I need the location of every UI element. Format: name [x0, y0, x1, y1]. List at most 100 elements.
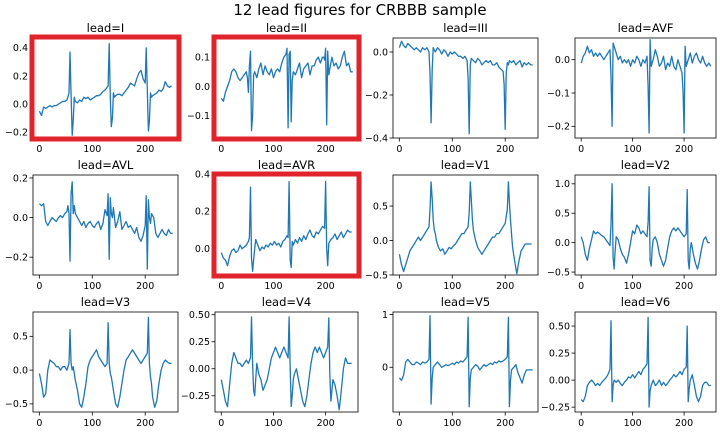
- highlight-box: [29, 34, 182, 142]
- ecg-trace: [220, 180, 352, 272]
- ecg-trace: [38, 316, 172, 408]
- panel-title: lead=III: [443, 21, 487, 35]
- axes-frame: [392, 311, 539, 413]
- x-tick-label: 200: [675, 418, 693, 429]
- x-tick-label: 0: [36, 281, 42, 292]
- x-tick-label: 100: [624, 281, 642, 292]
- y-tick-label: 0.25: [549, 348, 570, 359]
- y-tick-label: −0.5: [547, 267, 570, 278]
- lead-panel: 0 100 200 −0.2 0.0 0.2 lead=AVL: [5, 158, 179, 292]
- axes-frame: [574, 311, 717, 413]
- x-tick-label: 0: [396, 144, 402, 155]
- x-tick-label: 100: [624, 418, 642, 429]
- x-tick-label: 200: [317, 144, 335, 155]
- x-tick-label: 100: [443, 144, 461, 155]
- lead-panel: 0 100 200 0 1 lead=V5: [382, 295, 539, 429]
- y-tick-label: 0: [382, 363, 388, 374]
- x-tick-label: 200: [496, 144, 514, 155]
- axes-frame: [574, 37, 717, 139]
- axes-frame: [214, 311, 359, 413]
- y-tick-label: −0.2: [547, 122, 570, 133]
- y-tick-label: 0.25: [189, 337, 210, 348]
- panel-title: lead=V4: [262, 295, 311, 309]
- y-tick-label: 0.4: [13, 43, 28, 54]
- y-tick-label: 0.0: [373, 236, 388, 247]
- lead-panel: 0 100 200 −0.25 0.00 0.25 0.50 lead=V4: [181, 295, 359, 429]
- ecg-trace: [220, 47, 353, 132]
- x-tick-label: 200: [136, 418, 154, 429]
- ecg-trace: [38, 181, 173, 270]
- y-tick-label: 0.0: [195, 244, 210, 255]
- lead-panel: 0 100 200 0.0 0.2 0.4 lead=AVR: [195, 158, 362, 292]
- lead-panel: 0 100 200 −0.25 0.00 0.25 0.50 lead=V6: [541, 295, 717, 429]
- highlight-box: [211, 171, 362, 279]
- panel-title: lead=II: [266, 21, 307, 35]
- y-tick-label: 0.2: [195, 207, 210, 218]
- x-tick-label: 0: [396, 418, 402, 429]
- y-tick-label: −0.2: [365, 90, 388, 101]
- x-tick-label: 100: [264, 281, 282, 292]
- ecg-trace: [220, 316, 352, 411]
- ecg-trace: [580, 183, 710, 270]
- x-tick-label: 200: [136, 281, 154, 292]
- y-tick-label: 1: [382, 310, 388, 321]
- lead-panel: 0 100 200 −0.5 0.0 0.5 lead=V1: [365, 158, 539, 292]
- y-tick-label: 0.5: [373, 201, 388, 212]
- lead-panel: 0 100 200 −0.1 0.0 0.1 lead=II: [187, 21, 362, 155]
- x-tick-label: 200: [496, 418, 514, 429]
- x-tick-label: 0: [36, 418, 42, 429]
- panel-title: lead=V1: [441, 158, 490, 172]
- y-tick-label: 0.5: [13, 332, 28, 343]
- y-tick-label: 0.00: [549, 375, 570, 386]
- ecg-trace: [398, 40, 533, 135]
- axes-frame: [214, 174, 359, 276]
- y-tick-label: −0.25: [541, 402, 570, 413]
- panel-title: lead=V6: [621, 295, 670, 309]
- x-tick-label: 200: [675, 281, 693, 292]
- x-tick-label: 200: [496, 281, 514, 292]
- lead-panel: 0 100 200 −0.5 0.0 0.5 lead=V3: [5, 295, 179, 429]
- y-tick-label: −0.4: [365, 133, 388, 144]
- y-tick-label: −0.5: [365, 270, 388, 281]
- x-tick-label: 200: [317, 418, 335, 429]
- y-tick-label: 0.0: [195, 82, 210, 93]
- x-tick-label: 0: [218, 144, 224, 155]
- lead-panel: 0 100 200 −0.5 0.0 0.5 1.0 lead=V2: [547, 158, 717, 292]
- highlight-box: [211, 34, 362, 142]
- x-tick-label: 0: [36, 144, 42, 155]
- y-tick-label: −0.2: [5, 128, 28, 139]
- x-tick-label: 100: [624, 144, 642, 155]
- axes-frame: [392, 174, 539, 276]
- y-tick-label: −0.25: [181, 391, 210, 402]
- panel-title: lead=V2: [621, 158, 670, 172]
- panel-title: lead=V3: [81, 295, 130, 309]
- figure-title: 12 lead figures for CRBBB sample: [233, 1, 486, 19]
- y-tick-label: 0.0: [13, 213, 28, 224]
- lead-panel: 0 100 200 −0.4 −0.2 0.0 lead=III: [365, 21, 539, 155]
- x-tick-label: 100: [83, 281, 101, 292]
- x-tick-label: 200: [136, 144, 154, 155]
- y-tick-label: −0.1: [187, 111, 210, 122]
- y-tick-label: −0.1: [547, 88, 570, 99]
- y-tick-label: 1.0: [555, 179, 570, 190]
- y-tick-label: 0.2: [13, 71, 28, 82]
- y-tick-label: 0.0: [555, 238, 570, 249]
- panel-title: lead=AVL: [78, 158, 134, 172]
- x-tick-label: 100: [264, 144, 282, 155]
- x-tick-label: 200: [317, 281, 335, 292]
- x-tick-label: 0: [396, 281, 402, 292]
- ecg-trace: [398, 181, 532, 275]
- x-tick-label: 0: [218, 418, 224, 429]
- x-tick-label: 100: [83, 418, 101, 429]
- y-tick-label: 0.4: [195, 169, 210, 180]
- x-tick-label: 100: [264, 418, 282, 429]
- panel-title: lead=AVR: [258, 158, 315, 172]
- y-tick-label: 0.1: [195, 52, 210, 63]
- x-tick-label: 100: [83, 144, 101, 155]
- y-tick-label: 0.0: [13, 365, 28, 376]
- y-tick-label: 0.0: [373, 47, 388, 58]
- y-tick-label: 0.50: [549, 321, 570, 332]
- axes-frame: [32, 174, 179, 276]
